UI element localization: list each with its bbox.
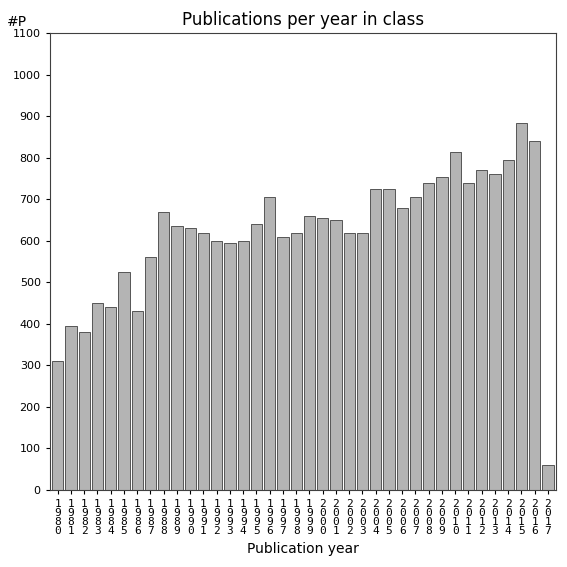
Bar: [290, 232, 302, 490]
Bar: [529, 141, 540, 490]
Bar: [158, 212, 170, 490]
Bar: [238, 241, 249, 490]
Bar: [502, 160, 514, 490]
Bar: [65, 326, 77, 490]
Bar: [423, 183, 434, 490]
Bar: [370, 189, 382, 490]
Title: Publications per year in class: Publications per year in class: [182, 11, 424, 29]
Bar: [225, 243, 235, 490]
Bar: [344, 232, 355, 490]
Bar: [132, 311, 143, 490]
Bar: [516, 122, 527, 490]
Bar: [251, 224, 262, 490]
Bar: [119, 272, 130, 490]
Bar: [211, 241, 222, 490]
Bar: [264, 197, 276, 490]
Bar: [105, 307, 116, 490]
Bar: [463, 183, 474, 490]
Bar: [317, 218, 328, 490]
Bar: [437, 176, 447, 490]
Bar: [92, 303, 103, 490]
Bar: [410, 197, 421, 490]
Bar: [304, 216, 315, 490]
Bar: [277, 236, 289, 490]
Bar: [198, 232, 209, 490]
X-axis label: Publication year: Publication year: [247, 542, 359, 556]
Y-axis label: #P: #P: [7, 15, 27, 29]
Bar: [450, 151, 461, 490]
Bar: [79, 332, 90, 490]
Bar: [52, 361, 64, 490]
Bar: [542, 465, 553, 490]
Bar: [489, 175, 501, 490]
Bar: [357, 232, 368, 490]
Bar: [184, 229, 196, 490]
Bar: [171, 226, 183, 490]
Bar: [331, 220, 341, 490]
Bar: [396, 208, 408, 490]
Bar: [476, 170, 487, 490]
Bar: [383, 189, 395, 490]
Bar: [145, 257, 156, 490]
